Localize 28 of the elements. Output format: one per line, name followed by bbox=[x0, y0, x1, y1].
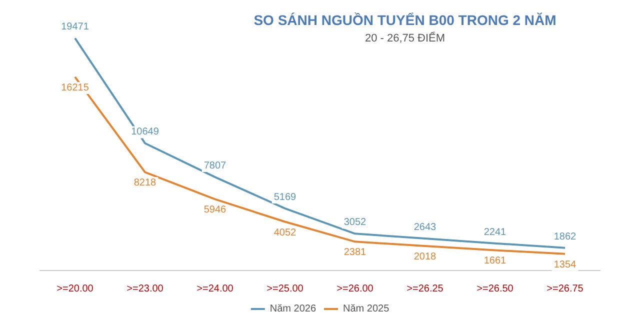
data-label: 2018 bbox=[414, 251, 437, 262]
x-tick-label: >=26.25 bbox=[406, 284, 444, 294]
data-label: 7807 bbox=[204, 160, 227, 172]
legend-label: Năm 2025 bbox=[343, 304, 390, 314]
data-label: 16215 bbox=[61, 82, 90, 94]
chart-subtitle: 20 - 26,75 ĐIỂM bbox=[364, 32, 446, 44]
data-label: 2381 bbox=[344, 247, 367, 258]
x-tick-label: >=20.00 bbox=[56, 284, 94, 294]
legend-label: Năm 2026 bbox=[270, 304, 316, 314]
data-label: 4052 bbox=[274, 227, 297, 238]
x-tick-label: >=26.50 bbox=[476, 284, 514, 294]
x-tick-label: >=23.00 bbox=[126, 284, 164, 294]
data-label: 3052 bbox=[344, 217, 367, 228]
data-label: 8218 bbox=[134, 178, 157, 189]
data-label: 19471 bbox=[61, 22, 90, 33]
x-tick-label: >=25.00 bbox=[266, 284, 304, 294]
chart-title: SO SÁNH NGUỒN TUYỂN B00 TRONG 2 NĂM bbox=[254, 12, 556, 28]
data-label: 1354 bbox=[554, 259, 577, 270]
data-label: 1661 bbox=[484, 256, 507, 267]
data-label: 10649 bbox=[131, 126, 160, 138]
data-label: 1862 bbox=[554, 231, 577, 242]
data-label: 2241 bbox=[484, 226, 507, 238]
x-tick-label: >=26.00 bbox=[336, 284, 374, 294]
x-tick-label: >=26.75 bbox=[546, 284, 584, 294]
data-label: 5169 bbox=[274, 192, 297, 203]
data-label: 2643 bbox=[414, 222, 437, 234]
data-label: 5946 bbox=[204, 204, 227, 216]
x-tick-label: >=24.00 bbox=[196, 284, 234, 294]
